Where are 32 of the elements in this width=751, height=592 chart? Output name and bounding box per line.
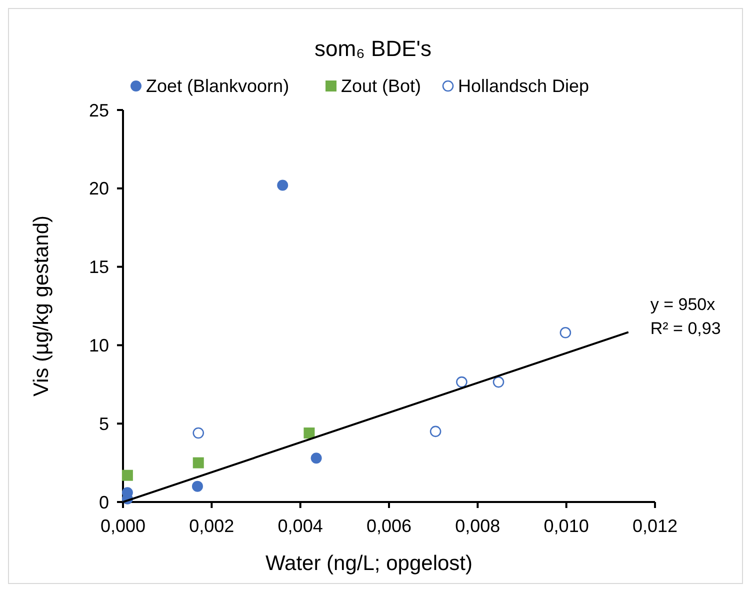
point [192, 480, 203, 492]
x-tick-label: 0,012 [632, 516, 678, 536]
x-tick-label: 0,004 [278, 516, 323, 536]
annotation: y = 950x [650, 295, 716, 314]
y-tick-label: 0 [98, 492, 109, 512]
point [304, 428, 315, 439]
y-tick-label: 20 [88, 178, 109, 199]
point [192, 427, 204, 439]
point [430, 426, 442, 438]
x-tick-label: 0,010 [544, 516, 589, 536]
point [492, 376, 504, 388]
chart-title: som₆ BDE's [314, 36, 432, 61]
legend-label: Hollandsch Diep [458, 76, 590, 96]
point [192, 457, 204, 468]
y-tick-label: 5 [98, 414, 109, 434]
point [560, 327, 572, 338]
x-axis-title: Water (ng/L; opgelost) [266, 552, 472, 575]
legend-label: Zout (Bot) [341, 76, 422, 96]
x-tick-label: 0,008 [455, 516, 500, 536]
legend-label: Zoet (Blankvoorn) [146, 76, 290, 96]
y-tick-label: 10 [88, 336, 109, 356]
y-tick-label: 25 [88, 100, 109, 120]
y-axis-title: Vis (µg/kg gestand) [30, 216, 53, 396]
point [310, 452, 322, 464]
y-tick-label: 15 [88, 257, 109, 278]
annotation: R² = 0,93 [650, 319, 721, 338]
x-tick-label: 0,000 [100, 516, 146, 536]
point [456, 376, 468, 388]
x-tick-label: 0,006 [366, 516, 412, 536]
x-tick-label: 0,002 [189, 516, 234, 536]
point [277, 180, 288, 191]
point [122, 470, 133, 481]
